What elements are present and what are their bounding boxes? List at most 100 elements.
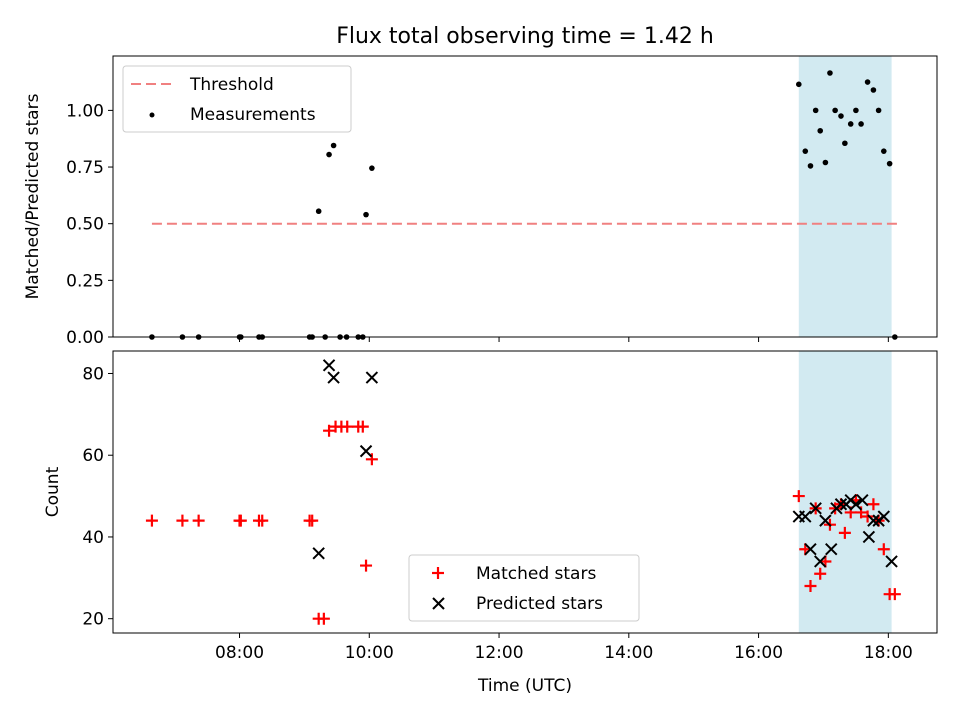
- measurement-point: [847, 121, 854, 127]
- matched-star-point: [256, 514, 269, 527]
- measurement-points: [149, 70, 898, 340]
- y-tick-label: 0.75: [66, 158, 104, 178]
- x-tick-label: 18:00: [864, 643, 913, 663]
- bottom-legend-box: [408, 554, 640, 622]
- measurement-point: [363, 211, 369, 218]
- matched-star-point: [317, 612, 330, 625]
- measurement-point: [864, 79, 871, 85]
- x-tick-label: 12:00: [475, 643, 524, 663]
- matched-star-point: [365, 453, 378, 466]
- predicted-star-point: [862, 530, 876, 544]
- predicted-star-point: [819, 514, 832, 527]
- x-tick-label: 08:00: [215, 643, 264, 663]
- matched-star-point: [176, 514, 189, 527]
- legend-threshold-label: Threshold: [189, 75, 274, 95]
- top-y-ticks: 0.00 0.25 0.50 0.75 1.00: [66, 101, 113, 348]
- measurement-point: [870, 87, 877, 93]
- measurement-point: [880, 148, 887, 154]
- legend-matched-label: Matched stars: [476, 564, 596, 584]
- x-tick-label: 16:00: [734, 643, 783, 663]
- predicted-star-point: [834, 498, 848, 511]
- measurement-point: [842, 140, 848, 147]
- measurement-point: [858, 121, 864, 127]
- matched-star-point: [360, 559, 373, 572]
- predicted-star-point: [885, 555, 898, 568]
- legend-measurements-swatch: [149, 112, 155, 118]
- legend-predicted-label: Predicted stars: [476, 594, 603, 614]
- matched-star-point: [341, 420, 354, 433]
- matched-star-point: [356, 420, 369, 433]
- measurement-point: [315, 208, 322, 215]
- measurement-point: [369, 165, 375, 171]
- predicted-star-point: [359, 444, 373, 458]
- measurement-point: [853, 107, 859, 114]
- measurement-point: [827, 70, 833, 76]
- bottom-axes-frame: [112, 350, 938, 634]
- predicted-star-point: [365, 371, 379, 384]
- bottom-y-axis-label: Count: [43, 466, 63, 517]
- matched-star-point: [867, 498, 880, 511]
- legend-predicted-swatch: [432, 597, 445, 610]
- y-tick-label: 0.50: [66, 215, 104, 235]
- matched-star-point: [192, 514, 205, 527]
- matched-star-point: [323, 424, 336, 437]
- y-tick-label: 0.00: [66, 328, 104, 348]
- bottom-shaded-span: [798, 351, 892, 633]
- measurement-point: [822, 159, 829, 166]
- top-x-ticks: [239, 337, 889, 342]
- x-axis-label: Time (UTC): [477, 676, 572, 696]
- matched-star-point: [861, 510, 874, 523]
- top-shaded-span: [798, 56, 892, 337]
- top-panel: 0.00 0.25 0.50 0.75 1.00 Matched/Predicted s…: [23, 55, 938, 348]
- measurement-point: [832, 107, 838, 114]
- y-tick-label: 20: [82, 610, 104, 630]
- measurement-point: [802, 148, 809, 154]
- y-tick-label: 1.00: [66, 101, 104, 121]
- top-y-axis-label: Matched/Predicted stars: [23, 93, 43, 299]
- measurement-point: [796, 81, 802, 88]
- predicted-star-point: [877, 510, 891, 523]
- matched-star-point: [234, 514, 247, 527]
- matched-star-point: [838, 526, 851, 539]
- predicted-star-point: [867, 514, 880, 527]
- measurement-point: [812, 107, 819, 114]
- y-tick-label: 0.25: [66, 271, 104, 291]
- y-tick-label: 60: [82, 446, 104, 466]
- bottom-y-ticks: 20 40 60 80: [82, 364, 113, 630]
- measurement-point: [817, 127, 824, 134]
- chart-title: Flux total observing time = 1.42 h: [336, 24, 714, 49]
- predicted-star-point: [322, 359, 336, 372]
- y-tick-label: 80: [82, 364, 104, 384]
- matched-star-point: [145, 514, 158, 527]
- predicted-star-point: [856, 493, 869, 507]
- predicted-star-point: [312, 547, 325, 560]
- matched-star-point: [306, 514, 319, 527]
- predicted-star-point: [814, 555, 827, 568]
- measurement-point: [838, 113, 844, 119]
- bottom-x-ticks: 08:00 10:00 12:00 14:00 16:00 18:00: [215, 633, 913, 663]
- legend-matched-swatch: [432, 567, 444, 579]
- x-tick-label: 14:00: [604, 643, 653, 663]
- top-legend-box: [122, 65, 352, 133]
- predicted-star-point: [804, 543, 817, 556]
- measurement-point: [326, 151, 332, 158]
- top-axes-frame: [112, 55, 938, 338]
- predicted-star-point: [809, 502, 822, 515]
- predicted-star-point: [825, 543, 838, 556]
- x-tick-label: 10:00: [345, 643, 394, 663]
- top-legend: Threshold Measurements: [122, 65, 352, 133]
- matched-star-point: [877, 543, 890, 556]
- y-tick-label: 40: [82, 528, 104, 548]
- measurement-point: [875, 107, 882, 114]
- matched-star-point: [804, 580, 817, 592]
- predicted-star-points: [312, 359, 898, 568]
- legend-measurements-label: Measurements: [190, 105, 316, 125]
- measurement-point: [886, 160, 893, 167]
- predicted-star-point: [849, 498, 863, 511]
- predicted-star-point: [327, 371, 340, 384]
- matched-star-point: [792, 490, 805, 503]
- measurement-point: [807, 163, 814, 169]
- measurement-point: [330, 142, 337, 149]
